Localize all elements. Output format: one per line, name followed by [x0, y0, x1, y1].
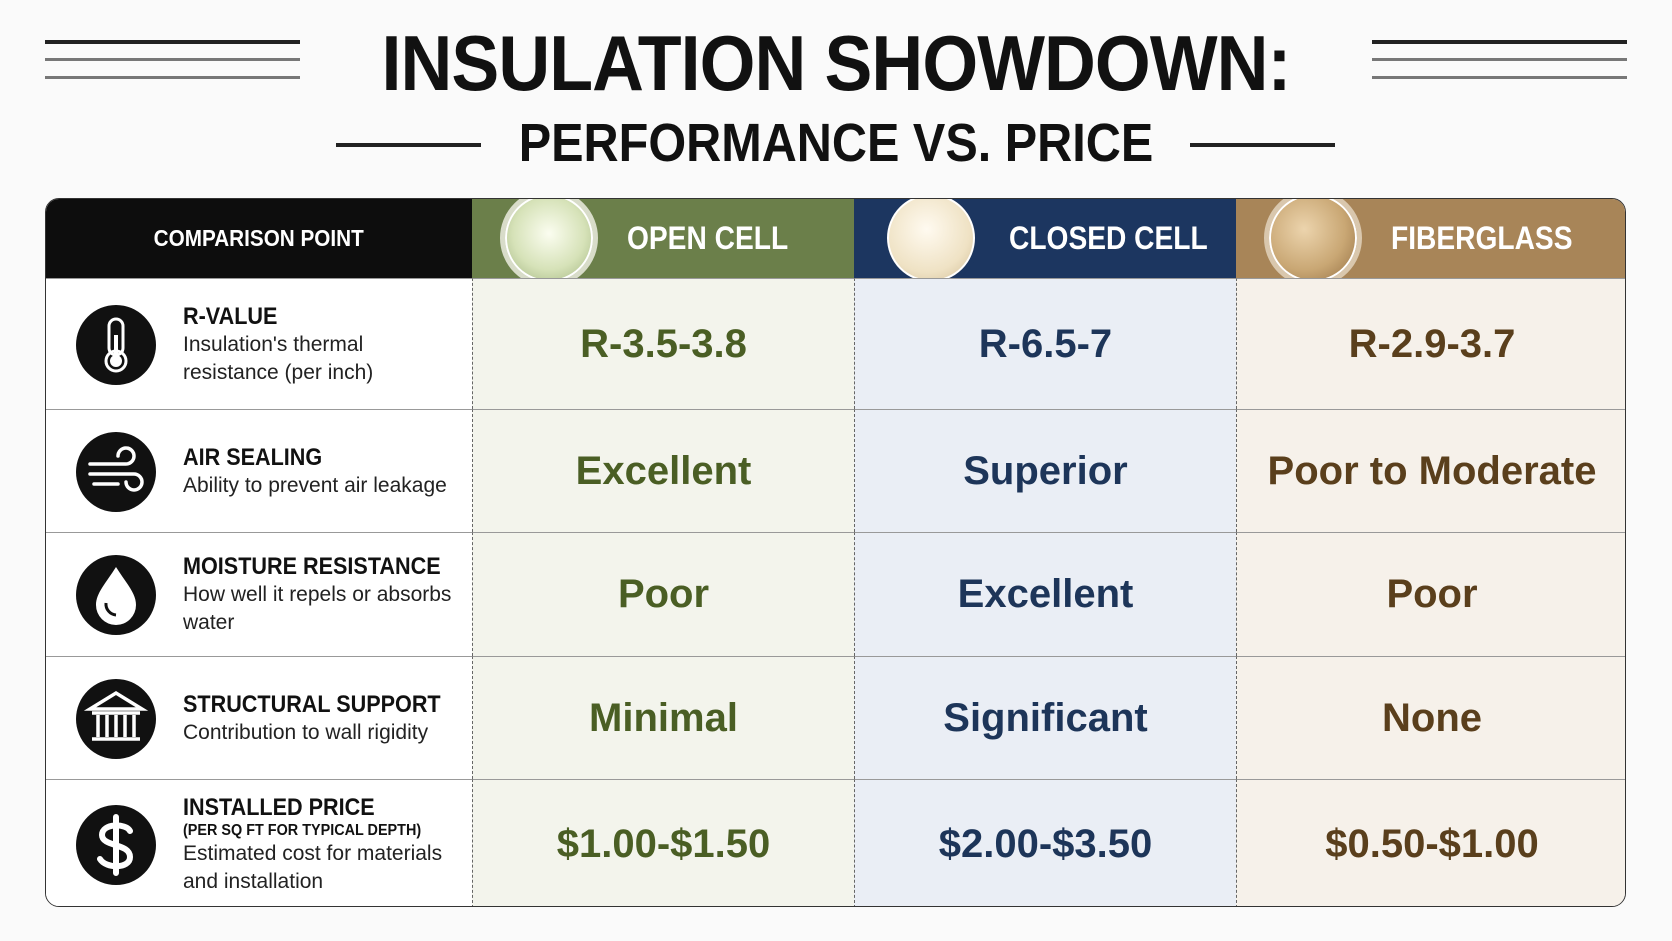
- row-description: Insulation's thermal resistance (per inc…: [183, 332, 374, 384]
- value-cell: Significant: [854, 656, 1236, 779]
- value-cell: Poor: [472, 532, 854, 656]
- row-label-cell: R-VALUE Insulation's thermal resistance (…: [46, 278, 472, 409]
- row-description: How well it repels or absorbs water: [183, 583, 452, 634]
- value-cell: R-2.9-3.7: [1236, 278, 1625, 409]
- row-label-cell: INSTALLED PRICE (PER SQ FT FOR TYPICAL DE…: [46, 779, 472, 906]
- row-label: STRUCTURAL SUPPORT: [183, 690, 441, 718]
- value-cell: R-6.5-7: [854, 278, 1236, 409]
- value-cell: R-3.5-3.8: [472, 278, 854, 409]
- row-description: Ability to prevent air leakage: [183, 473, 447, 497]
- row-label: R-VALUE: [183, 302, 278, 330]
- row-text: R-VALUE Insulation's thermal resistance (…: [183, 279, 453, 410]
- header-cell: COMPARISON POINT: [46, 199, 472, 278]
- value-cell: Excellent: [854, 532, 1236, 656]
- icon: [76, 678, 156, 759]
- value-cell: $0.50-$1.00: [1236, 779, 1625, 906]
- row-label: MOISTURE RESISTANCE: [183, 553, 441, 580]
- decor-line: [1372, 40, 1627, 44]
- row-text: INSTALLED PRICE (PER SQ FT FOR TYPICAL DE…: [183, 780, 453, 906]
- icon: [76, 555, 156, 635]
- value-cell: Poor: [1236, 532, 1625, 656]
- value-cell: Excellent: [472, 409, 854, 532]
- row-description: Contribution to wall rigidity: [183, 720, 429, 744]
- row-icon: [76, 431, 156, 512]
- subtitle: PERFORMANCE VS. PRICE: [518, 113, 1154, 173]
- decor-line: [45, 76, 300, 79]
- icon: [76, 431, 156, 512]
- row-icon: [76, 555, 156, 635]
- material-swatch: [500, 199, 598, 287]
- row-label-cell: STRUCTURAL SUPPORT Contribution to wall r…: [46, 656, 472, 779]
- material-swatch: [1264, 199, 1362, 287]
- row-label: AIR SEALING: [183, 443, 323, 471]
- icon: [76, 804, 156, 885]
- column-title: OPEN CELL: [627, 220, 789, 256]
- row-icon: [76, 804, 156, 885]
- value-cell: Minimal: [472, 656, 854, 779]
- column-header: CLOSED CELL: [854, 199, 1236, 287]
- decor-line: [45, 40, 300, 44]
- title: INSULATION SHOWDOWN:: [381, 19, 1291, 107]
- row-icon: [76, 304, 156, 385]
- value-cell: None: [1236, 656, 1625, 779]
- row-text: AIR SEALING Ability to prevent air leakag…: [183, 410, 453, 533]
- value-cell: $1.00-$1.50: [472, 779, 854, 906]
- value-cell: Poor to Moderate: [1236, 409, 1625, 532]
- row-label: INSTALLED PRICE: [183, 793, 375, 821]
- row-text: STRUCTURAL SUPPORT Contribution to wall r…: [183, 657, 469, 780]
- column-header: FIBERGLASS: [1236, 199, 1625, 287]
- row-text: MOISTURE RESISTANCE How well it repels or…: [183, 533, 469, 657]
- row-note: (PER SQ FT FOR TYPICAL DEPTH): [183, 821, 422, 839]
- row-description: Estimated cost for materials and install…: [183, 841, 443, 893]
- column-header: OPEN CELL: [472, 199, 854, 287]
- value-cell: Superior: [854, 409, 1236, 532]
- material-swatch: [882, 199, 980, 287]
- row-label-cell: MOISTURE RESISTANCE How well it repels or…: [46, 532, 472, 656]
- decor-line: [336, 143, 481, 147]
- row-label-cell: AIR SEALING Ability to prevent air leakag…: [46, 409, 472, 532]
- decor-line: [45, 58, 300, 61]
- column-title: CLOSED CELL: [1009, 220, 1208, 256]
- decor-line: [1372, 76, 1627, 79]
- icon: [76, 304, 156, 385]
- row-icon: [76, 678, 156, 759]
- decor-line: [1190, 143, 1335, 147]
- column-title: FIBERGLASS: [1391, 220, 1573, 256]
- comparison-table: COMPARISON POINT OPEN CELL CLOSED CELL FIBE…: [45, 198, 1626, 907]
- header-label: COMPARISON POINT: [153, 225, 365, 251]
- value-cell: $2.00-$3.50: [854, 779, 1236, 906]
- decor-line: [1372, 58, 1627, 61]
